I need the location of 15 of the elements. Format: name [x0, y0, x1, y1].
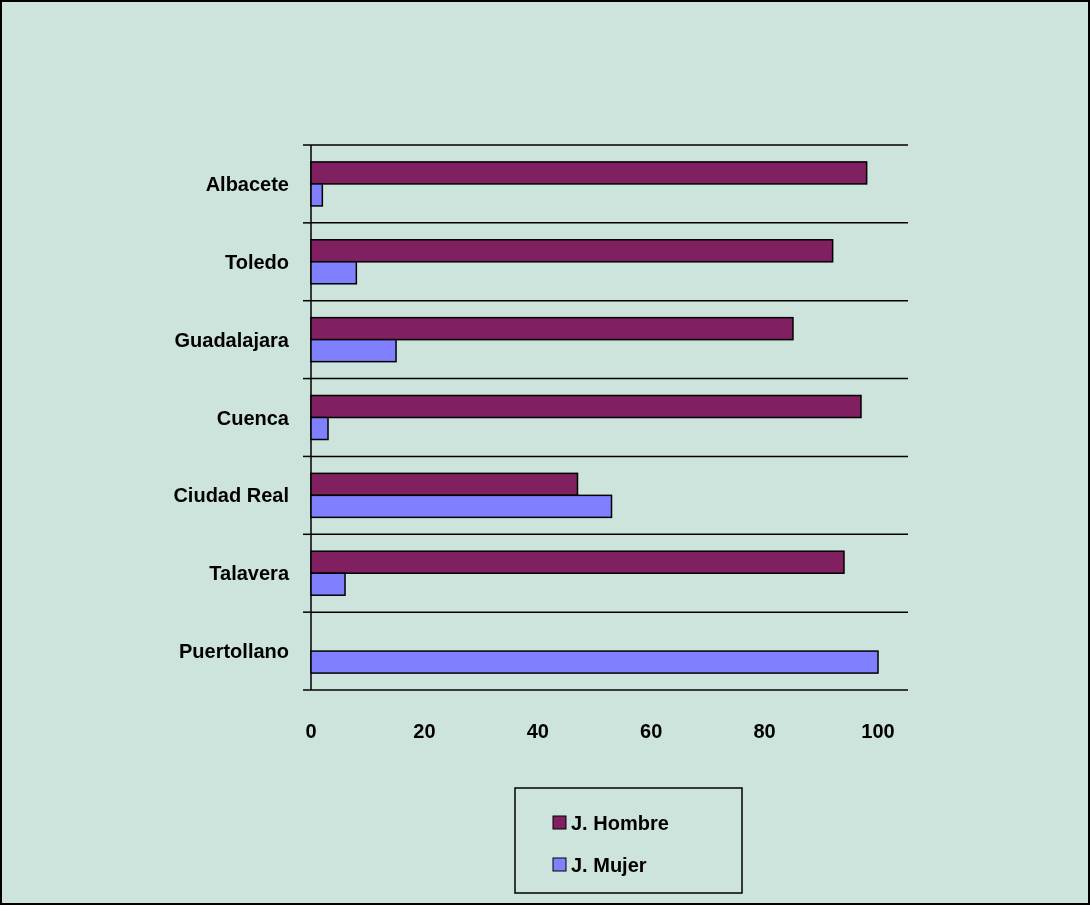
y-tick-label: Talavera	[209, 562, 290, 585]
legend-label: J. Hombre	[571, 812, 669, 834]
y-tick-label: Ciudad Real	[173, 484, 289, 507]
x-tick-label: 100	[861, 720, 895, 742]
x-tick-label: 40	[526, 720, 549, 742]
y-tick-label: Puertollano	[178, 640, 289, 663]
x-tick-label: 80	[753, 720, 776, 742]
x-tick-label: 20	[413, 720, 436, 742]
x-tick-label: 60	[640, 720, 663, 742]
y-tick-label: Cuenca	[216, 406, 290, 429]
y-tick-label: Guadalajara	[174, 328, 290, 351]
y-tick-label: Toledo	[224, 250, 289, 273]
legend-label: J. Mujer	[571, 854, 647, 876]
x-tick-label: 0	[305, 720, 317, 742]
y-tick-label: Albacete	[205, 172, 289, 195]
